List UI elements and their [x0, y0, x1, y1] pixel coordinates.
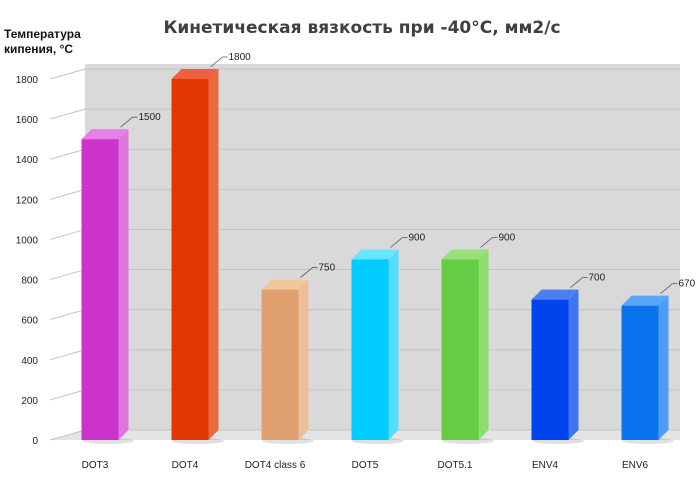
bar-env4 — [531, 289, 584, 444]
data-label-leader — [210, 56, 228, 68]
x-category-label: ENV6 — [622, 460, 649, 471]
y-tick-label: 1000 — [16, 235, 39, 246]
gridline-diagonal — [49, 349, 86, 361]
x-category-label: DOT3 — [82, 460, 109, 471]
gridline-diagonal — [49, 309, 86, 321]
bar-top-face — [621, 295, 669, 306]
x-category-label: DOT4 — [172, 460, 199, 471]
bar-side-face — [568, 289, 579, 440]
gridline-diagonal — [49, 269, 86, 281]
y-tick-label: 600 — [21, 316, 38, 327]
data-label-leader — [570, 277, 588, 288]
gridline-diagonal — [49, 228, 86, 240]
data-label-leader — [480, 237, 498, 248]
gridline-diagonal — [49, 148, 86, 160]
gridline-diagonal — [49, 429, 86, 441]
bar-dot4-class-6 — [261, 279, 314, 444]
bar-side-face — [118, 129, 129, 440]
gridline-diagonal — [49, 108, 86, 120]
bar-front-face — [351, 259, 389, 440]
bar-side-face — [478, 249, 489, 440]
data-label-leader — [660, 283, 678, 294]
x-category-label: DOT4 class 6 — [245, 460, 306, 471]
bar-top-face — [81, 129, 129, 140]
gridline-diagonal — [49, 188, 86, 200]
y-tick-label: 0 — [32, 436, 38, 447]
gridline-diagonal — [49, 68, 86, 80]
data-label-leader — [390, 237, 408, 248]
bar-front-face — [531, 299, 569, 440]
x-category-label: DOT5 — [352, 460, 379, 471]
x-category-label: DOT5.1 — [437, 460, 472, 471]
y-tick-label: 1200 — [16, 195, 39, 206]
bar-env6 — [621, 295, 674, 444]
gridline-diagonal — [49, 389, 86, 401]
y-tick-label: 1800 — [16, 75, 39, 86]
data-label: 900 — [499, 233, 516, 244]
x-category-label: ENV4 — [532, 460, 559, 471]
data-label: 900 — [409, 233, 426, 244]
y-tick-label: 1600 — [16, 115, 39, 126]
bar-top-face — [351, 249, 399, 260]
y-tick-label: 200 — [21, 396, 38, 407]
bar-front-face — [441, 259, 479, 440]
bar-front-face — [621, 305, 659, 440]
bar-front-face — [171, 79, 209, 440]
data-label: 700 — [589, 273, 606, 284]
bar-side-face — [298, 279, 309, 440]
bar-side-face — [208, 69, 219, 440]
bar-dot3 — [81, 129, 134, 444]
bar-front-face — [261, 289, 299, 440]
bar-dot5 — [351, 249, 404, 444]
y-tick-label: 400 — [21, 356, 38, 367]
bar-front-face — [81, 139, 119, 440]
bar-top-face — [531, 289, 579, 300]
data-label: 1500 — [139, 112, 162, 123]
bar-side-face — [388, 249, 399, 440]
bar-top-face — [441, 249, 489, 260]
data-label-leader — [300, 267, 318, 278]
bar-dot4 — [171, 69, 224, 444]
data-label-leader — [120, 116, 138, 128]
chart-title: Кинетическая вязкость при -40°С, мм2/с — [163, 18, 560, 38]
data-label: 750 — [319, 263, 336, 274]
bar-dot5-1 — [441, 249, 494, 444]
data-label: 670 — [679, 279, 696, 290]
bar-side-face — [658, 295, 669, 440]
y-axis-label-line-1: Температура — [4, 27, 81, 41]
y-tick-label: 800 — [21, 276, 38, 287]
data-label: 1800 — [229, 52, 252, 63]
y-axis-label-line-2: кипения, °С — [4, 42, 73, 56]
y-tick-label: 1400 — [16, 155, 39, 166]
bar-top-face — [171, 69, 219, 79]
bar-top-face — [261, 279, 309, 290]
